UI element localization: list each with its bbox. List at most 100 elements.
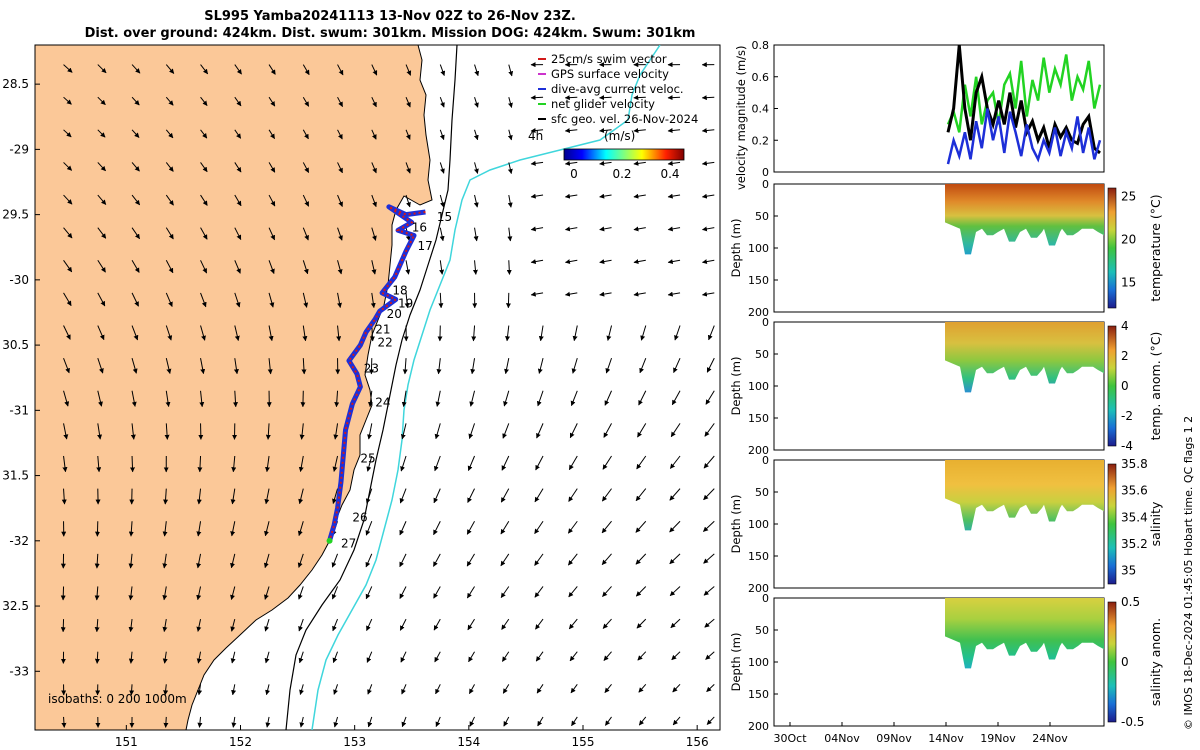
y-tick-label: 0 xyxy=(762,178,769,191)
velocity-vector xyxy=(701,259,715,265)
velocity-vector xyxy=(438,292,444,309)
velocity-vector xyxy=(129,684,135,696)
chart-title-line1: SL995 Yamba20241113 13-Nov 02Z to 26-Nov… xyxy=(204,9,576,24)
y-tick-label: 100 xyxy=(748,518,769,531)
velocity-vector xyxy=(534,488,544,503)
velocity-vector xyxy=(337,194,343,207)
velocity-vector xyxy=(331,553,339,568)
colorbar-tick-label: 20 xyxy=(1121,232,1136,246)
velocity-vector xyxy=(706,683,715,693)
velocity-vector xyxy=(332,488,339,504)
x-tick-label: 19Nov xyxy=(980,732,1016,745)
velocity-vector xyxy=(701,128,715,134)
y-tick-label: 200 xyxy=(748,720,769,733)
velocity-vector xyxy=(635,488,647,502)
velocity-vector xyxy=(667,95,681,101)
velocity-vector xyxy=(302,129,309,140)
map-x-ticks: 151 152 153 154 155 156 xyxy=(115,725,709,749)
velocity-vector xyxy=(672,716,681,726)
velocity-vector xyxy=(501,455,510,471)
velocity-vector xyxy=(669,586,681,597)
velocity-vector xyxy=(371,129,377,140)
colorbar-tick-label: -0.5 xyxy=(1121,715,1144,729)
velocity-vector xyxy=(337,227,343,241)
velocity-vector xyxy=(233,358,239,375)
velocity-vector xyxy=(599,160,612,166)
velocity-vector xyxy=(401,716,407,728)
velocity-vector xyxy=(97,129,106,138)
velocity-vector xyxy=(63,259,73,273)
velocity-vector xyxy=(500,553,510,567)
velocity-vector xyxy=(97,64,107,74)
velocity-vector xyxy=(200,162,208,173)
velocity-vector xyxy=(434,651,441,663)
velocity-vector xyxy=(439,64,446,77)
velocity-vector xyxy=(640,325,647,341)
velocity-vector xyxy=(264,488,270,505)
velocity-vector xyxy=(268,162,276,173)
velocity-vector xyxy=(162,651,168,664)
y-tick-label: 29.5 xyxy=(2,208,29,222)
velocity-vector xyxy=(564,259,578,265)
velocity-vector xyxy=(599,193,612,199)
velocity-vector xyxy=(128,521,134,537)
day-label: 25 xyxy=(360,452,375,466)
y-tick-label: 28.5 xyxy=(2,77,29,91)
velocity-vector xyxy=(297,521,304,537)
velocity-vector xyxy=(298,455,304,473)
velocity-vector xyxy=(701,95,715,101)
velocity-series-line xyxy=(946,44,1101,155)
velocity-vector xyxy=(264,586,270,600)
velocity-vector xyxy=(63,325,71,340)
velocity-vector xyxy=(365,586,373,600)
section-colorbar xyxy=(1107,187,1117,309)
velocity-vector xyxy=(264,521,270,537)
velocity-vector xyxy=(268,64,276,75)
velocity-vector xyxy=(530,95,544,101)
velocity-vector xyxy=(163,488,169,505)
day-label: 26 xyxy=(352,510,367,524)
y-tick-label: 50 xyxy=(755,210,769,223)
velocity-vector xyxy=(298,488,304,505)
velocity-vector xyxy=(165,194,174,206)
y-tick-label: 200 xyxy=(748,444,769,457)
colorbar-tick-label: 15 xyxy=(1121,275,1136,289)
velocity-vector xyxy=(267,358,273,375)
velocity-vector xyxy=(302,64,310,76)
velocity-vector xyxy=(230,618,236,632)
velocity-vector xyxy=(268,292,275,308)
y-tick-label: -32 xyxy=(9,534,29,548)
velocity-vector xyxy=(568,586,578,598)
velocity-vector xyxy=(569,423,578,439)
velocity-vector xyxy=(232,390,238,408)
velocity-vector xyxy=(400,651,407,663)
velocity-vector xyxy=(536,423,544,439)
velocity-lines xyxy=(946,44,1102,165)
velocity-vector xyxy=(333,684,339,695)
velocity-vector xyxy=(371,64,378,76)
y-tick-label: 0 xyxy=(762,166,769,179)
velocity-vector xyxy=(567,553,578,566)
velocity-vector xyxy=(399,553,407,568)
velocity-vector xyxy=(165,260,174,274)
velocity-vector xyxy=(667,193,681,199)
y-tick-label: 0.2 xyxy=(752,134,770,147)
velocity-vector xyxy=(703,586,715,596)
velocity-vector xyxy=(197,455,203,473)
velocity-vector xyxy=(599,95,612,101)
velocity-vector xyxy=(337,96,343,108)
velocity-vector xyxy=(197,684,203,696)
velocity-vector xyxy=(94,553,100,569)
velocity-vector xyxy=(263,553,270,569)
section-panel-salinity: 0 50 100 150 200 Depth (m) 35.8 35.6 35.4 35.2 35 s… xyxy=(729,454,1163,595)
velocity-vector xyxy=(506,260,512,275)
velocity-vector xyxy=(299,716,305,728)
velocity-vector xyxy=(504,358,510,375)
velocity-vector xyxy=(633,128,646,134)
velocity-vector xyxy=(63,390,70,407)
velocity-vector xyxy=(165,227,174,240)
y-tick-label: 200 xyxy=(748,582,769,595)
velocity-vector xyxy=(337,292,342,308)
velocity-vector xyxy=(128,586,134,601)
velocity-vector xyxy=(299,423,305,440)
